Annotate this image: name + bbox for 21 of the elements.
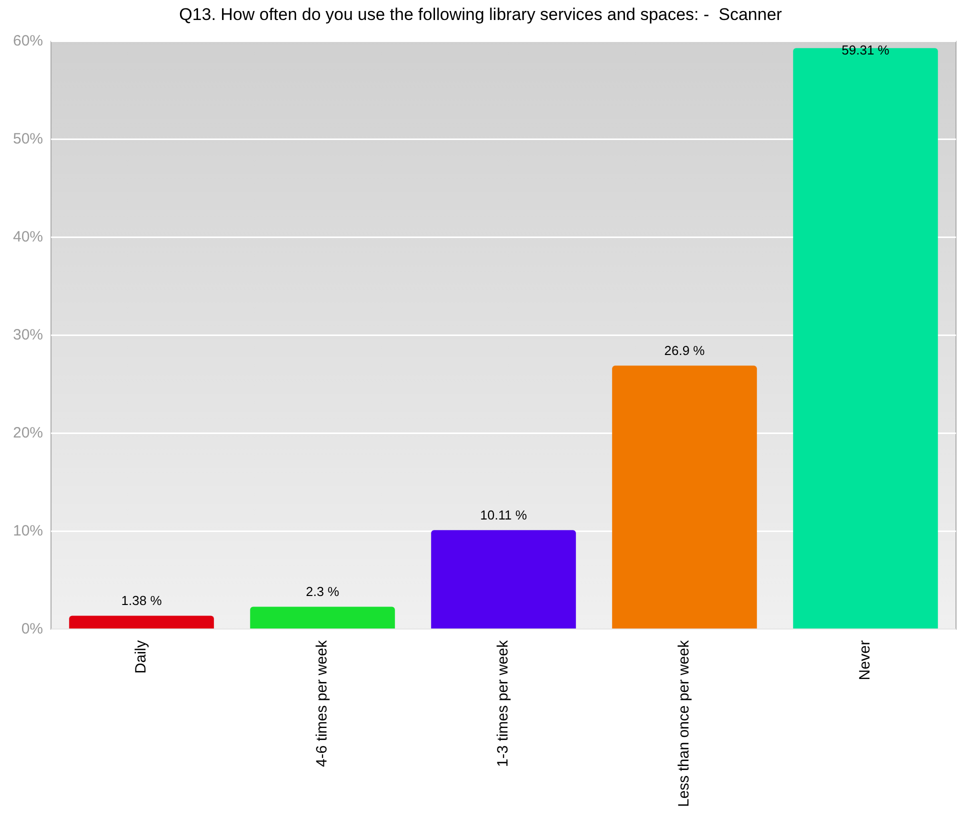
data-label: 10.11 %: [480, 507, 528, 522]
x-tick-label: Daily: [132, 640, 150, 674]
data-label: 26.9 %: [664, 342, 706, 358]
x-tick-label: Less than once per week: [676, 640, 693, 808]
y-tick-label: 60%: [12, 32, 44, 50]
x-tick-label: 4-6 times per week: [314, 640, 331, 767]
y-tick-label: 20%: [12, 424, 44, 442]
data-label: 1.38 %: [121, 592, 162, 608]
bar: [431, 530, 576, 628]
y-tick-label: 50%: [12, 130, 44, 148]
chart-title: Q13. How often do you use the following library services and spaces: - Scanner: [179, 4, 782, 24]
x-tick-label: 1-3 times per week: [494, 640, 512, 767]
bar: [69, 616, 214, 628]
data-label: 2.3 %: [306, 584, 340, 599]
y-tick-label: 0%: [21, 620, 44, 638]
y-tick-label: 30%: [12, 326, 44, 344]
y-tick-label: 40%: [12, 228, 44, 246]
bar: [612, 366, 757, 628]
x-tick-label: Never: [856, 640, 874, 680]
y-tick-label: 10%: [12, 522, 44, 540]
bar: [250, 606, 395, 628]
